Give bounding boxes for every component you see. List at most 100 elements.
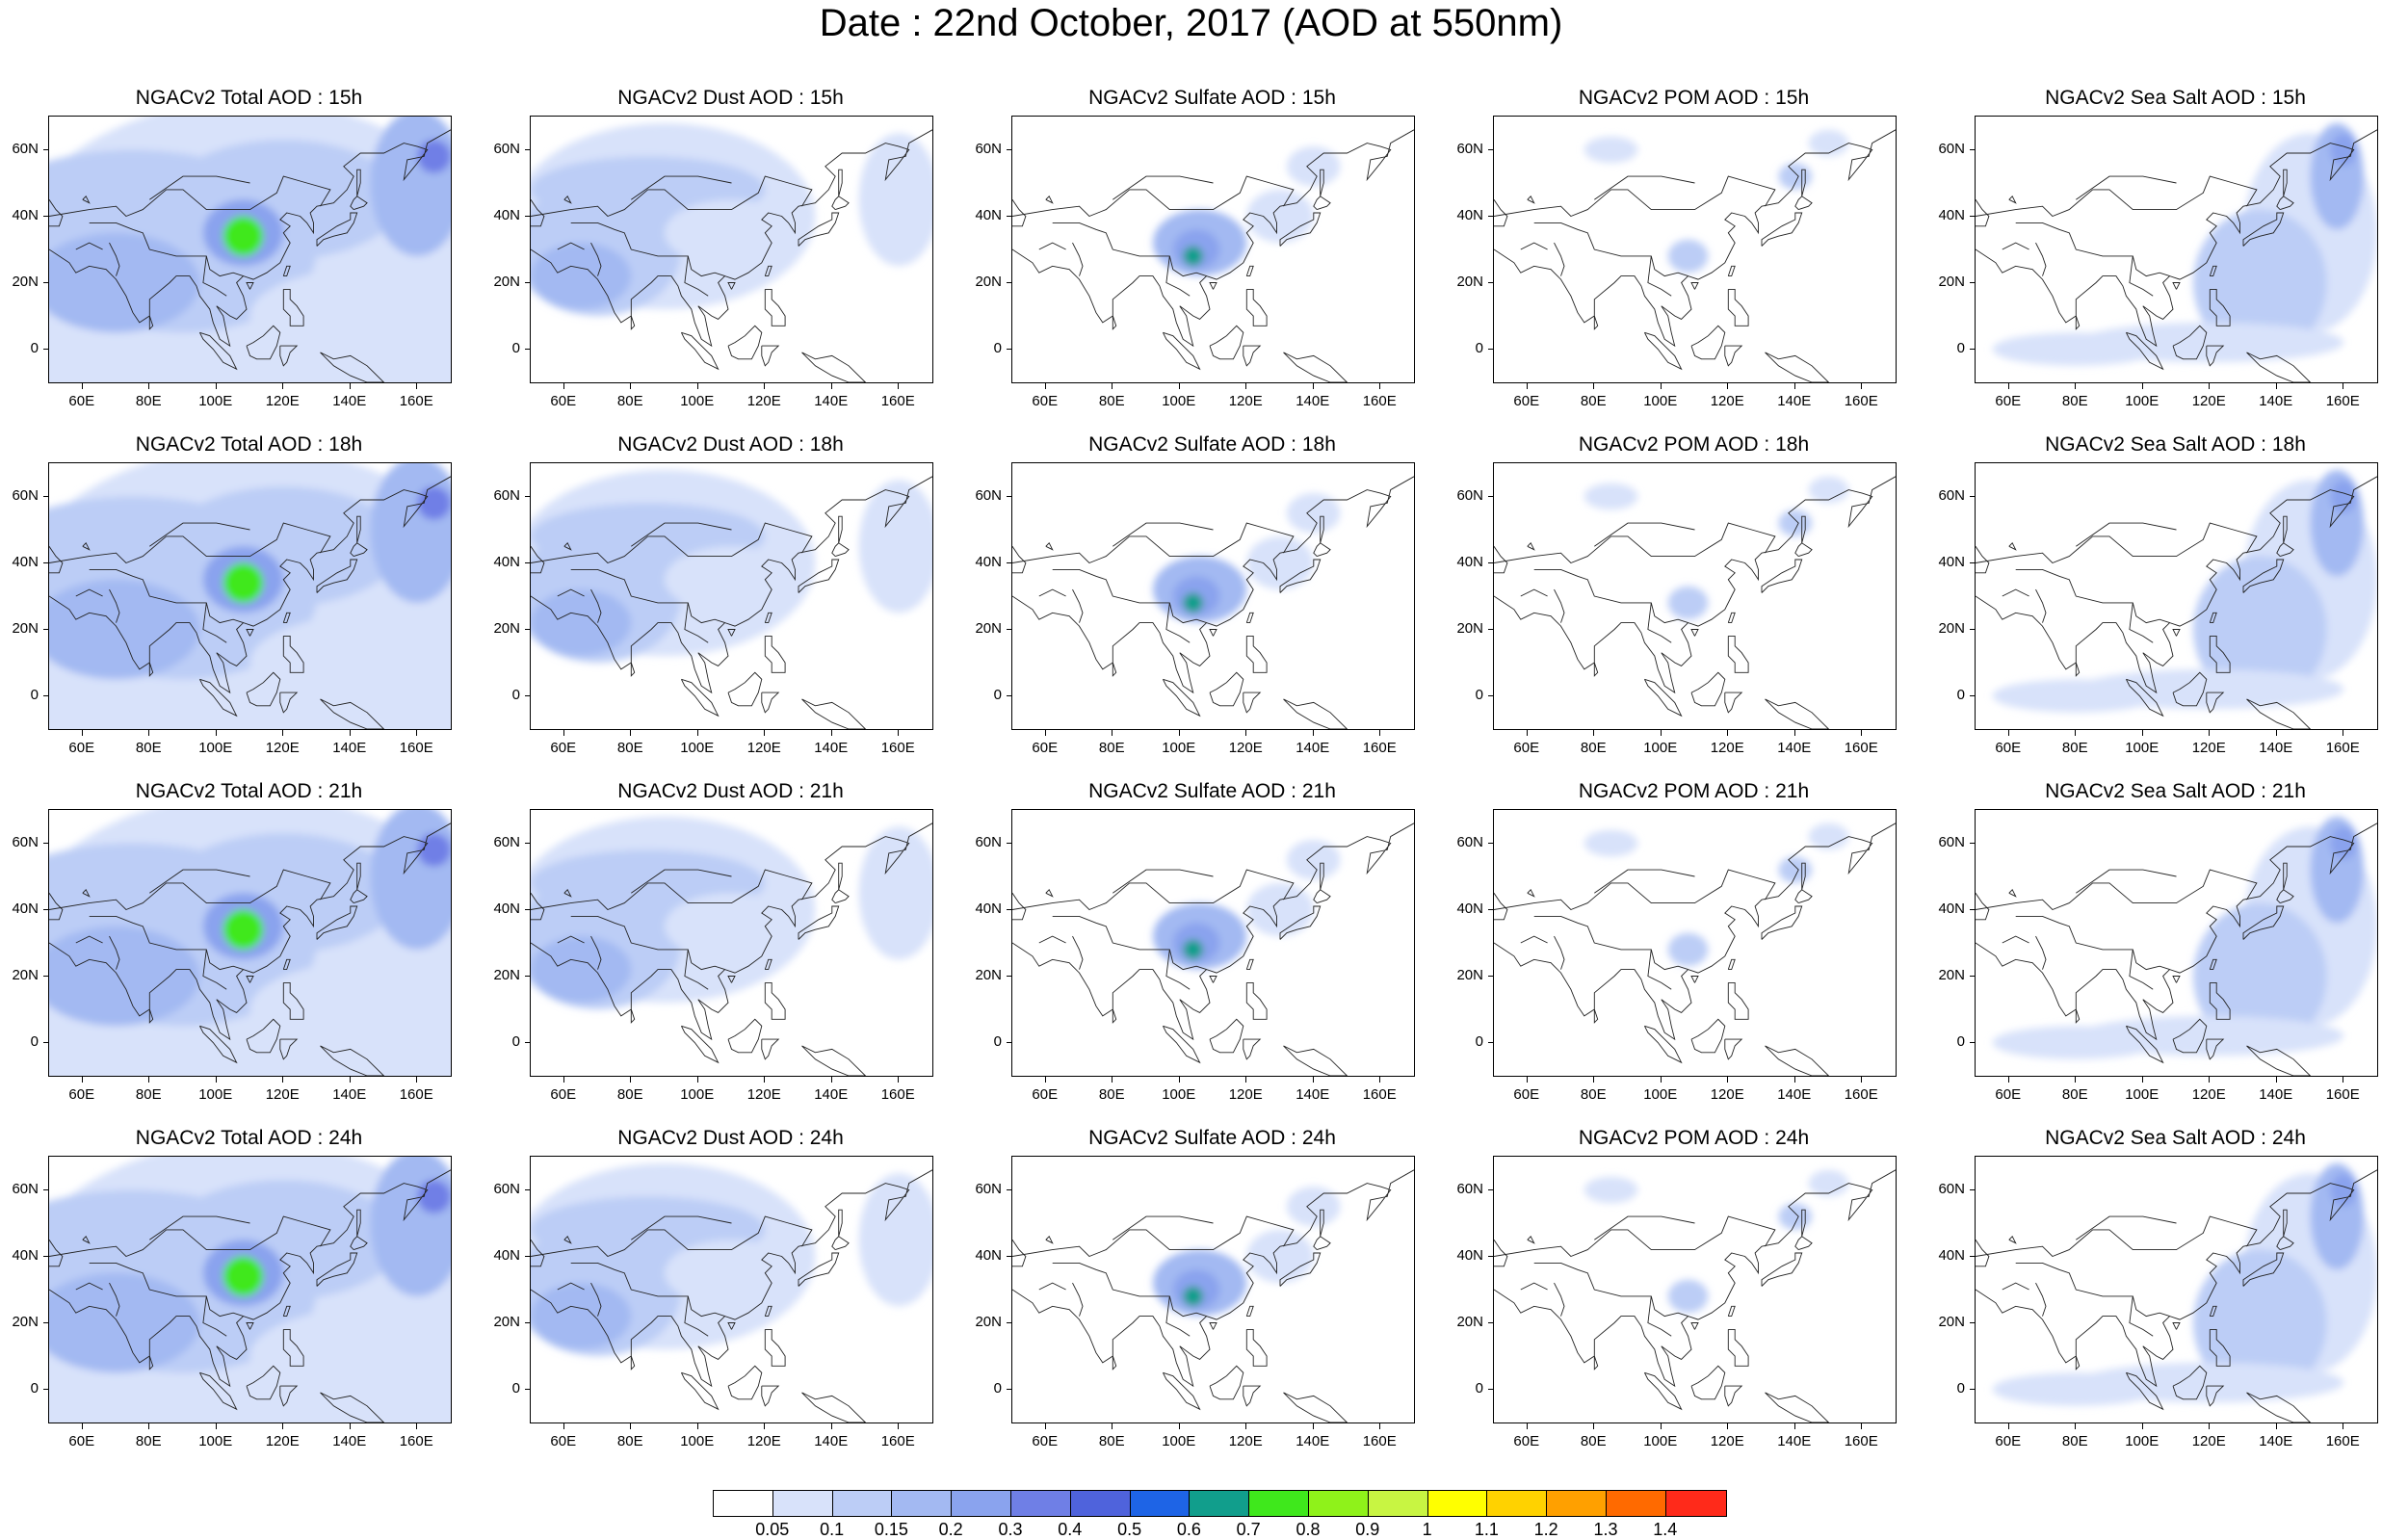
- lon-tick-label: 140E: [814, 393, 849, 409]
- aod-shading: [166, 1180, 401, 1300]
- map-panel-dust-24h: NGACv2 Dust AOD : 24h 60N 40N 20N 0 60E 80E 100…: [482, 1127, 934, 1474]
- lon-tick: [1245, 1423, 1247, 1429]
- lon-tick-label: 60E: [68, 393, 95, 409]
- coastline: [1533, 915, 1688, 971]
- lon-tick-label: 160E: [1844, 1433, 1878, 1449]
- coastline: [1045, 889, 1054, 898]
- lat-tick: [43, 694, 49, 696]
- map-panel-sulfate-15h: NGACv2 Sulfate AOD : 15h 60N 40N 20N 0 60E 80E…: [963, 87, 1416, 433]
- lon-tick-label: 80E: [135, 393, 162, 409]
- coastline: [1243, 692, 1262, 714]
- coastline: [109, 588, 120, 623]
- coastline: [282, 958, 291, 971]
- coastline: [1012, 522, 1295, 564]
- lon-tick: [2007, 383, 2009, 389]
- coastline: [49, 546, 64, 574]
- map-panel-seasalt-15h: NGACv2 Sea Salt AOD : 15h 60N 40N 20N 0 60E 80…: [1926, 87, 2379, 433]
- aod-shading: [1992, 1026, 2160, 1059]
- lon-tick: [563, 730, 564, 736]
- coastline: [1038, 1282, 1066, 1291]
- coastline: [1279, 1252, 1322, 1287]
- aod-shading: [1992, 332, 2160, 366]
- coastline: [563, 196, 572, 204]
- coastline: [246, 671, 281, 707]
- lon-tick-label: 140E: [1777, 1086, 1812, 1103]
- coastline: [630, 1355, 636, 1370]
- lon-tick-label: 160E: [1844, 1086, 1878, 1103]
- coastline: [727, 976, 736, 983]
- coastline: [631, 175, 732, 200]
- aod-shading: [531, 243, 632, 310]
- lon-tick: [630, 1077, 632, 1083]
- coastline: [1045, 1236, 1054, 1244]
- lat-tick-label: 60N: [1938, 486, 1965, 504]
- lon-tick: [215, 730, 217, 736]
- lon-tick-label: 160E: [399, 1086, 433, 1103]
- lat-tick: [1488, 1188, 1494, 1190]
- coastline: [2283, 515, 2288, 543]
- coastline: [316, 559, 358, 593]
- lat-tick: [1970, 348, 1976, 350]
- lon-tick: [563, 383, 564, 389]
- aod-shading: [1183, 592, 1204, 613]
- lon-tick-label: 60E: [1995, 740, 2022, 756]
- coastline: [2246, 1045, 2312, 1076]
- coastline: [1494, 546, 1508, 574]
- lat-tick: [1007, 561, 1012, 563]
- lon-tick: [1593, 1077, 1595, 1083]
- lat-tick: [1970, 975, 1976, 977]
- lon-tick: [2141, 383, 2143, 389]
- lon-tick: [1178, 1423, 1180, 1429]
- coastline: [2209, 981, 2231, 1020]
- coastline: [1520, 242, 1548, 250]
- lon-tick: [2275, 383, 2277, 389]
- coastline: [764, 265, 772, 277]
- coastline: [1320, 169, 1324, 196]
- coastline: [49, 822, 451, 1041]
- lon-tick: [349, 730, 351, 736]
- coastline: [1494, 869, 1776, 911]
- coastline: [1690, 1018, 1726, 1054]
- coastline: [801, 352, 867, 382]
- lat-tick: [1970, 1041, 1976, 1043]
- coastline: [2206, 345, 2225, 367]
- lon-tick-label: 160E: [399, 393, 433, 409]
- aod-shading: [531, 1283, 632, 1350]
- coastline: [1520, 935, 1548, 944]
- coastline: [680, 1371, 720, 1411]
- lon-tick-label: 120E: [265, 1086, 300, 1103]
- lat-tick-label: 40N: [12, 1246, 39, 1264]
- coastline: [1494, 893, 1508, 921]
- lon-tick: [148, 730, 150, 736]
- lon-tick-label: 140E: [1777, 393, 1812, 409]
- lon-tick: [282, 730, 284, 736]
- coastline: [557, 242, 585, 250]
- lon-tick: [1727, 730, 1729, 736]
- page-title: Date : 22nd October, 2017 (AOD at 550nm): [819, 2, 1563, 44]
- coastline: [531, 822, 932, 1041]
- lat-tick: [1970, 1388, 1976, 1390]
- lat-tick-label: 40N: [493, 900, 520, 917]
- coastline: [2002, 588, 2029, 597]
- coastline: [1245, 981, 1268, 1020]
- coastline: [630, 315, 636, 330]
- coastline: [1647, 949, 1672, 990]
- aod-shading: [222, 562, 264, 603]
- coastline: [356, 515, 361, 543]
- colorbar-label: 1.4: [1653, 1520, 1678, 1539]
- coastline: [1072, 935, 1084, 970]
- coastline: [1727, 1305, 1736, 1318]
- coastline: [1761, 559, 1803, 593]
- lon-tick-label: 140E: [1296, 1086, 1330, 1103]
- coastline: [1801, 515, 1806, 543]
- coastline: [1012, 1240, 1027, 1267]
- aod-shading: [1808, 476, 1849, 504]
- lon-tick: [696, 730, 698, 736]
- coastline: [2002, 1282, 2029, 1291]
- coastline: [1209, 1365, 1244, 1400]
- lon-tick: [148, 1077, 150, 1083]
- coastline: [316, 905, 358, 940]
- lat-tick-label: 20N: [1938, 966, 1965, 983]
- coastline: [2035, 1282, 2047, 1317]
- lon-tick: [2275, 1423, 2277, 1429]
